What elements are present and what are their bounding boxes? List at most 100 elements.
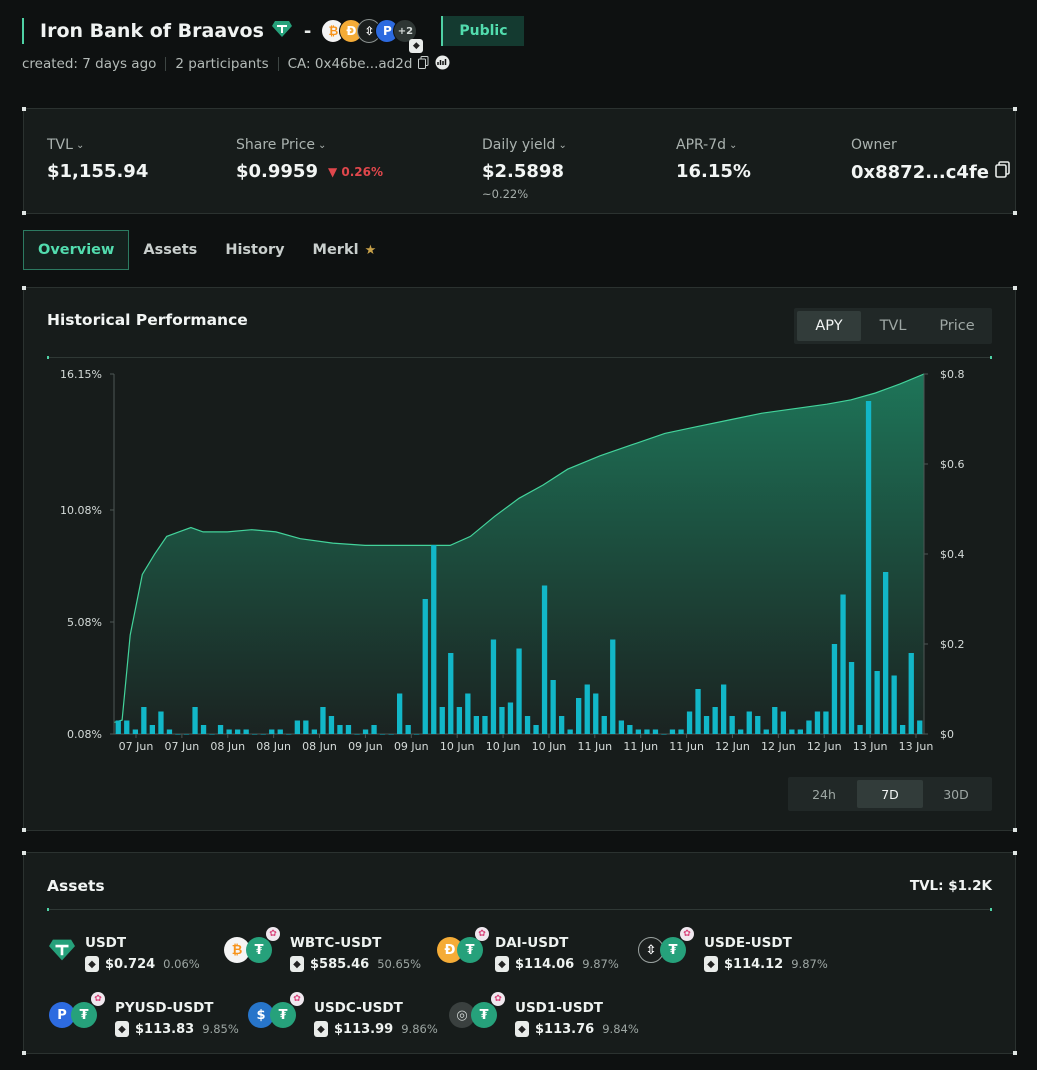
performance-panel: Historical Performance APY TVL Price 0.0…	[22, 286, 1017, 832]
yield-bar	[482, 716, 488, 734]
yield-bar	[746, 711, 752, 734]
yield-bar	[320, 707, 326, 734]
yield-bar	[286, 734, 292, 735]
visibility-badge: Public	[441, 16, 524, 46]
share-price-change: ▼ 0.26%	[327, 164, 384, 179]
yield-bar	[354, 734, 360, 735]
yield-bar	[686, 711, 693, 734]
range-24h-button[interactable]: 24h	[812, 786, 836, 802]
tab-merkl[interactable]: Merkl ★	[312, 242, 377, 258]
y-left-tick-label: 0.08%	[67, 728, 102, 741]
yield-bar	[252, 734, 258, 735]
asset-value: $113.83	[135, 1021, 195, 1037]
asset-dai-usdt[interactable]: Ð ₮ ✿ DAI-USDT ◆ $114.06 9.87%	[437, 927, 619, 972]
pyusd-icon: P	[49, 1002, 75, 1028]
x-tick-label: 07 Jun	[119, 740, 154, 753]
yield-bar	[345, 725, 352, 734]
share-price-dropdown[interactable]: Share Price ⌄	[236, 137, 327, 153]
metric-selector: APY TVL Price	[794, 308, 992, 344]
apr-dropdown[interactable]: APR-7d ⌄	[676, 137, 738, 153]
yield-bar	[593, 693, 599, 734]
vault-title: Iron Bank of Braavos	[40, 20, 264, 42]
participants-text: 2 participants	[175, 56, 269, 72]
triangle-down-icon: ▼	[327, 164, 342, 179]
title-accent-bar	[22, 18, 24, 44]
yield-bar	[840, 594, 846, 734]
tether-icon: ₮	[246, 937, 272, 963]
ethereum-icon: ◆	[704, 956, 718, 972]
yield-bar	[507, 702, 514, 734]
yield-bar	[141, 707, 147, 734]
asset-usde-usdt[interactable]: ⇳ ₮ ✿ USDE-USDT ◆ $114.12 9.87%	[638, 927, 828, 972]
asset-name: USDC-USDT	[314, 1000, 403, 1016]
daily-yield-percent: ~0.22%	[482, 187, 529, 201]
yield-bar	[422, 599, 428, 734]
yield-bar	[209, 734, 215, 735]
ethereum-icon: ◆	[495, 956, 509, 972]
asset-value: $585.46	[310, 956, 370, 972]
chevron-down-icon: ⌄	[318, 139, 327, 151]
yield-bar	[294, 720, 300, 734]
ethereum-icon: ◆	[515, 1021, 529, 1037]
tvl-value: $1,155.94	[47, 161, 149, 182]
yield-bar	[499, 707, 505, 734]
yield-bar	[763, 729, 769, 734]
yield-bar	[183, 734, 190, 735]
assets-panel: Assets TVL: $1.2K USDT ◆ $0.724 0.06% ₿ …	[22, 851, 1017, 1055]
performance-chart[interactable]: 0.08% 5.08% 10.08% 16.15% $0 $0.2 $0.4 $0.6 $0.8…	[24, 358, 1017, 758]
yield-bar	[738, 729, 744, 734]
asset-share: 9.87%	[582, 957, 619, 971]
range-30d-button[interactable]: 30D	[943, 786, 969, 802]
yield-bar	[644, 729, 650, 734]
asset-share: 0.06%	[163, 957, 200, 971]
yield-bar	[337, 725, 343, 734]
daily-yield-dropdown[interactable]: Daily yield ⌄	[482, 137, 567, 153]
copy-icon[interactable]	[995, 161, 1010, 183]
asset-wbtc-usdt[interactable]: ₿ ₮ ✿ WBTC-USDT ◆ $585.46 50.65%	[224, 927, 421, 972]
yield-bar	[388, 734, 394, 735]
yield-bar	[405, 725, 411, 734]
daily-yield-stat: Daily yield ⌄ $2.5898 ~0.22%	[482, 137, 567, 201]
y-left-tick-label: 5.08%	[67, 616, 102, 629]
x-tick-label: 09 Jun	[348, 740, 383, 753]
explorer-icon[interactable]	[435, 55, 450, 73]
asset-coin-stack[interactable]: ₿ Ð ⇳ P +2 ◆	[321, 19, 424, 53]
yield-bar	[917, 720, 923, 734]
daily-yield-value: $2.5898	[482, 161, 564, 182]
asset-usd1-usdt[interactable]: ◎ ₮ ✿ USD1-USDT ◆ $113.76 9.84%	[449, 992, 639, 1037]
tab-overview[interactable]: Overview	[23, 230, 130, 270]
metric-price-button[interactable]: Price	[939, 318, 975, 334]
yield-bar	[729, 716, 735, 734]
metric-apy-button[interactable]: APY	[797, 311, 861, 341]
x-tick-label: 12 Jun	[807, 740, 842, 753]
x-tick-label: 10 Jun	[532, 740, 567, 753]
tab-history[interactable]: History	[225, 242, 285, 258]
asset-value: $114.06	[515, 956, 575, 972]
dai-icon: Ð	[339, 19, 364, 43]
tvl-dropdown[interactable]: TVL ⌄	[47, 137, 85, 153]
ethereum-icon: ◆	[409, 39, 424, 53]
asset-usdt[interactable]: USDT ◆ $0.724 0.06%	[49, 935, 200, 972]
asset-pyusd-usdt[interactable]: P ₮ ✿ PYUSD-USDT ◆ $113.83 9.85%	[49, 992, 239, 1037]
y-right-tick-label: $0.8	[940, 368, 965, 381]
tab-assets[interactable]: Assets	[143, 242, 198, 258]
yield-bar	[533, 725, 539, 734]
yield-bar	[610, 639, 616, 734]
yield-bar	[192, 707, 198, 734]
metric-tvl-button[interactable]: TVL	[879, 318, 907, 334]
asset-name: USDE-USDT	[704, 935, 792, 951]
yield-bar	[789, 729, 795, 734]
x-tick-label: 11 Jun	[577, 740, 612, 753]
tether-icon: ₮	[457, 937, 483, 963]
asset-usdc-usdt[interactable]: $ ₮ ✿ USDC-USDT ◆ $113.99 9.86%	[248, 992, 438, 1037]
copy-icon[interactable]	[418, 56, 429, 72]
yield-bar	[678, 729, 684, 734]
share-price-value: $0.9959	[236, 161, 318, 182]
stats-panel: TVL ⌄ $1,155.94 Share Price ⌄ $0.9959 ▼ 0.…	[22, 107, 1017, 215]
y-right-tick-label: $0.6	[940, 458, 965, 471]
yield-bar	[371, 725, 377, 734]
yield-bar	[473, 716, 479, 734]
range-7d-button[interactable]: 7D	[857, 780, 923, 808]
tether-icon: ₮	[660, 937, 686, 963]
yield-bar	[831, 644, 838, 734]
